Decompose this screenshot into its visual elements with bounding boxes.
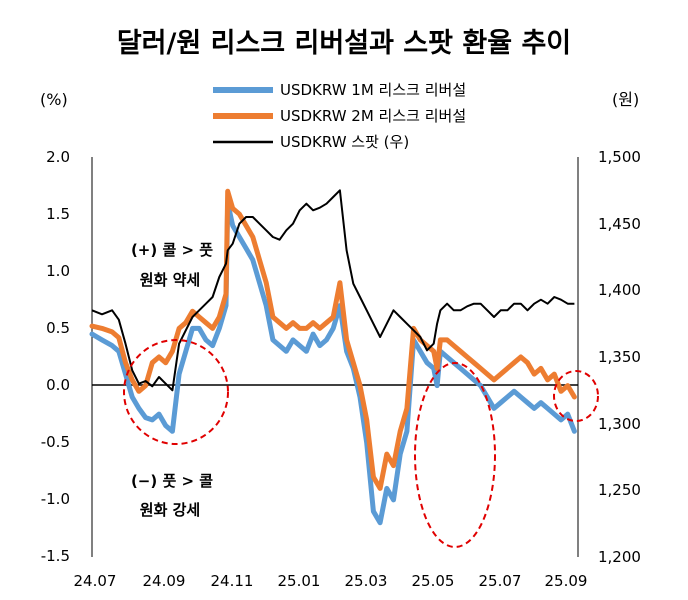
x-tick-label: 24.11 [211,572,254,590]
x-axis: 24.07 24.09 24.11 25.01 25.03 25.05 25.0… [74,572,588,590]
left-tick-label: 0.0 [46,376,70,394]
left-tick-label: 1.5 [46,205,70,223]
left-axis-unit: (%) [40,90,68,109]
left-axis: 2.0 1.5 1.0 0.5 0.0 -0.5 -1.0 -1.5 [41,148,70,565]
x-tick-label: 24.09 [143,572,186,590]
left-tick-label: -1.5 [41,547,70,565]
legend-label-spot: USDKRW 스팟 (우) [280,133,409,151]
series-line-spot [91,189,575,392]
x-tick-label: 25.01 [278,572,321,590]
series-line-1m [89,200,577,526]
left-tick-label: -1.0 [41,490,70,508]
right-tick-label: 1,250 [598,481,641,499]
highlight-circle-sep [553,370,599,422]
right-tick-label: 1,200 [598,548,641,566]
x-tick-label: 25.09 [545,572,588,590]
annotation-upper-line1: (+) 콜 > 풋 [131,241,213,259]
right-tick-label: 1,500 [598,148,641,166]
right-tick-label: 1,350 [598,348,641,366]
chart-title: 달러/원 리스크 리버설과 스팟 환율 추이 [117,28,571,59]
right-tick-label: 1,450 [598,215,641,233]
left-tick-label: 2.0 [46,148,70,166]
left-tick-label: 1.0 [46,262,70,280]
annotation-lower-line1: (−) 풋 > 콜 [131,472,213,490]
legend-label-2m: USDKRW 2M 리스크 리버설 [280,107,466,125]
x-tick-label: 25.03 [345,572,388,590]
left-tick-label: 0.5 [46,319,70,337]
right-axis-unit: (원) [612,90,639,109]
right-axis: 1,500 1,450 1,400 1,350 1,300 1,250 1,20… [598,148,641,566]
right-tick-label: 1,300 [598,415,641,433]
left-tick-label: -0.5 [41,433,70,451]
series-line-2m [89,188,577,491]
legend-label-1m: USDKRW 1M 리스크 리버설 [280,81,466,99]
x-tick-label: 24.07 [74,572,117,590]
annotation-lower-line2: 원화 강세 [140,501,200,519]
highlight-circle-may [414,362,496,548]
x-tick-label: 25.05 [412,572,455,590]
highlight-circle-aug-sep [123,339,229,445]
right-tick-label: 1,400 [598,281,641,299]
annotation-upper-line2: 원화 약세 [140,271,200,289]
legend: USDKRW 1M 리스크 리버설 USDKRW 2M 리스크 리버설 USDK… [213,81,466,151]
x-tick-label: 25.07 [479,572,522,590]
